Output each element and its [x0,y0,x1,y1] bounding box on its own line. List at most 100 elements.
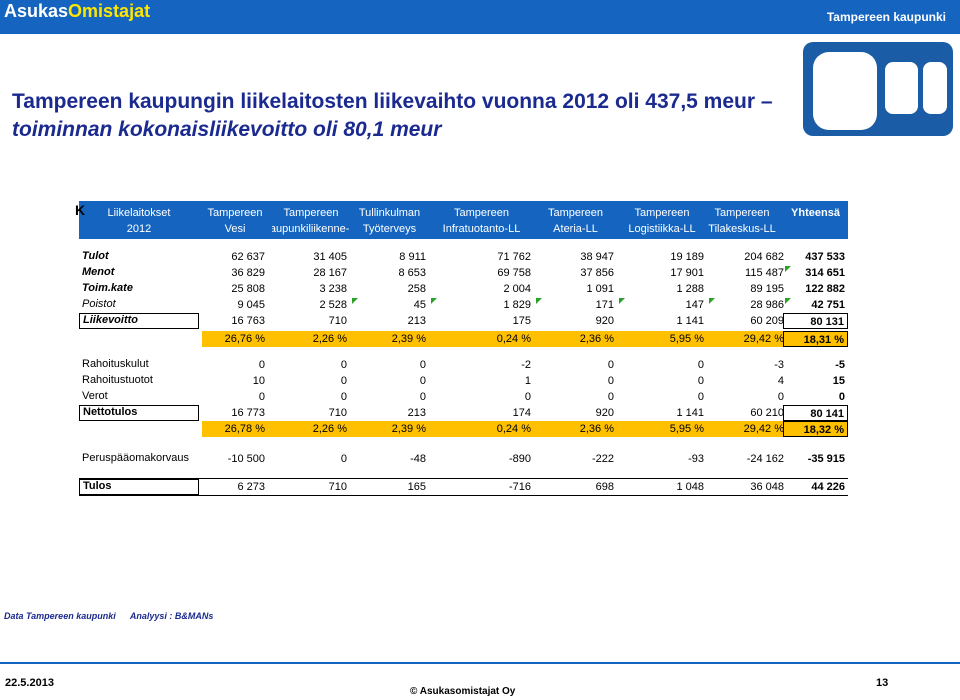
col-header-4: Tampereen Infratuotanto-LL [442,207,521,235]
value-cell: 0 [607,375,614,387]
value-cell: 2,26 % [268,421,350,437]
row-label: Poistot [82,298,116,310]
col-header-7: Tampereen Tilakeskus-LL [708,207,776,235]
value-cell: 29,42 % [707,331,787,347]
col-header-0: Liikelaitokset 2012 [107,207,171,235]
total-cell: -5 [835,359,845,371]
row-label: Rahoituskulut [82,358,149,370]
value-cell: 60 209 [750,315,784,327]
brand-part2: Omistajat [68,1,151,21]
value-cell: 1 091 [586,283,614,295]
value-cell: 2,39 % [350,421,429,437]
value-cell: 0,24 % [429,421,534,437]
table-row: Verot 0 0 0 0 0 0 0 0 [79,389,848,405]
footer-divider [0,662,960,664]
value-cell: -24 162 [746,453,784,465]
col-header-2: TampereenKaupunkiliikenne- [272,207,350,235]
col-header-6: Tampereen Logistiikka-LL [628,207,696,235]
value-cell: 920 [595,407,614,419]
table-row: Peruspääomakorvaus -10 500 0 -48 -890 -222 -93… [79,451,848,467]
value-cell: 115 487 [745,267,784,279]
row-label: Liikevoitto [79,313,199,329]
value-cell: 4 [777,375,784,387]
value-cell: 0 [340,375,347,387]
value-cell: 0,24 % [429,331,534,347]
header-cut-label: K [75,202,86,218]
value-cell: 25 808 [231,283,265,295]
value-cell: 28 986 [707,297,787,313]
table-row: Menot 36 829 28 167 8 653 69 758 37 856 17 901… [79,265,848,281]
value-cell: 710 [328,407,347,419]
col-header-1: Tampereen Vesi [207,207,263,235]
footer-copyright: © Asukasomistajat Oy [410,686,516,697]
value-cell: 1 141 [676,315,704,327]
row-label: Verot [82,390,108,402]
row-label: Nettotulos [79,405,199,421]
table-row: Tulos 6 273 710 165 -716 698 1 048 36 048 44 226 [79,478,848,496]
value-cell: -3 [774,359,784,371]
value-cell: 69 758 [497,267,531,279]
table-header: K Liikelaitokset 2012 Tampereen Vesi Tampe… [75,201,848,239]
value-cell: 3 238 [319,283,347,295]
value-cell: 1 048 [676,481,704,493]
brand-logo: AsukasOmistajat [4,0,150,22]
city-logo-icon [803,42,953,136]
value-cell: 0 [524,391,531,403]
value-cell: 16 763 [231,315,265,327]
value-cell: 10 [252,375,265,387]
value-cell: 174 [512,407,531,419]
total-cell: 0 [838,391,845,403]
value-cell: 710 [328,315,347,327]
total-cell: 80 131 [783,313,848,329]
row-label: Rahoitustuotot [82,374,153,386]
value-cell: -222 [591,453,614,465]
total-cell: 44 226 [811,481,845,493]
total-cell: 314 651 [783,265,848,281]
value-cell: 710 [328,481,347,493]
value-cell: 31 405 [313,251,347,263]
value-cell: 8 911 [399,251,426,263]
value-cell: 8 653 [398,267,426,279]
value-cell: 36 829 [231,267,265,279]
value-cell: 38 947 [580,251,614,263]
value-cell: 165 [407,481,426,493]
brand-part1: Asukas [4,1,69,21]
value-cell: 1 141 [676,407,704,419]
value-cell: 1 829 [429,297,534,313]
table-row: Poistot 9 045 2 528 45 1 829 171 147 28 986 42 7… [79,297,848,313]
value-cell: 2,36 % [534,421,617,437]
value-cell: -48 [410,453,426,465]
value-cell: -93 [688,453,704,465]
value-cell: 17 901 [670,267,704,279]
row-label: Tulot [82,250,109,262]
value-cell: 28 167 [313,267,347,279]
value-cell: 5,95 % [617,421,707,437]
value-cell: 0 [777,391,784,403]
table-row: 26,76 % 2,26 % 2,39 % 0,24 % 2,36 % 5,95 % 29,… [79,331,848,347]
value-cell: 0 [419,375,426,387]
value-cell: 0 [697,359,704,371]
value-cell: -716 [508,481,531,493]
row-label: Tulos [79,479,199,495]
value-cell: 37 856 [580,267,614,279]
value-cell: 89 195 [750,283,784,295]
table-row: Tulot 62 637 31 405 8 911 71 762 38 947 19 189… [79,249,848,265]
value-cell: 0 [340,453,347,465]
value-cell: 920 [595,315,614,327]
analysis-text: Analyysi : B&MANs [129,611,214,621]
footer-date: 22.5.2013 [5,677,54,689]
value-cell: 0 [607,391,614,403]
top-banner: AsukasOmistajat Tampereen kaupunki [0,0,960,34]
value-cell: 26,76 % [202,331,268,347]
value-cell: 213 [407,407,426,419]
total-cell: 80 141 [783,405,848,421]
total-cell: 18,32 % [783,421,848,437]
value-cell: 0 [419,359,426,371]
col-header-3: Tullinkulman Työterveys [358,207,421,235]
page-subtitle: toiminnan kokonaisliikevoitto oli 80,1 m… [12,118,442,141]
value-cell: -2 [521,359,531,371]
footer-source: Data Tampereen kaupunki Analyysi : B&MAN… [4,611,225,621]
table-row: Rahoituskulut 0 0 0 -2 0 0 -3 -5 [79,357,848,373]
col-header-5: Tampereen Ateria-LL [547,207,604,235]
source-text: Data Tampereen kaupunki [4,611,116,621]
